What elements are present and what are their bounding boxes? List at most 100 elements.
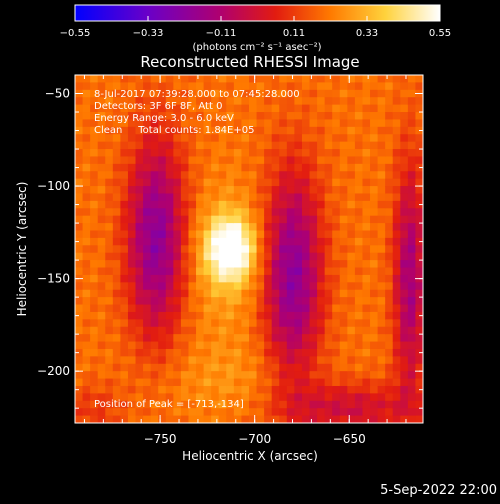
heatmap-cell bbox=[180, 156, 190, 165]
heatmap-cell bbox=[264, 141, 273, 150]
heatmap-cell bbox=[339, 408, 348, 417]
heatmap-cell bbox=[127, 415, 137, 423]
heatmap-cell bbox=[370, 385, 379, 394]
heatmap-cell bbox=[362, 408, 371, 417]
heatmap-cell bbox=[150, 104, 159, 113]
heatmap-cell bbox=[264, 237, 273, 246]
heatmap-cell bbox=[196, 252, 205, 261]
heatmap-cell bbox=[90, 297, 99, 306]
heatmap-cell bbox=[90, 230, 99, 239]
heatmap-cell bbox=[241, 134, 250, 143]
heatmap-cell bbox=[339, 326, 348, 335]
heatmap-cell bbox=[75, 385, 84, 394]
heatmap-cell bbox=[309, 237, 318, 246]
heatmap-cell bbox=[203, 341, 212, 350]
heatmap-cell bbox=[385, 186, 394, 195]
heatmap-cell bbox=[180, 186, 190, 195]
heatmap-cell bbox=[294, 267, 303, 276]
heatmap-cell bbox=[135, 178, 144, 187]
heatmap-cell bbox=[173, 408, 182, 417]
heatmap-cell bbox=[226, 289, 235, 298]
heatmap-cell bbox=[218, 104, 227, 113]
heatmap-cell bbox=[294, 75, 303, 83]
heatmap-cell bbox=[339, 223, 348, 232]
heatmap-cell bbox=[385, 112, 394, 121]
heatmap-cell bbox=[339, 334, 348, 343]
heatmap-cell bbox=[279, 97, 288, 106]
heatmap-cell bbox=[97, 97, 106, 106]
heatmap-cell bbox=[90, 326, 99, 335]
heatmap-cell bbox=[279, 252, 288, 261]
heatmap-cell bbox=[165, 415, 174, 423]
heatmap-cell bbox=[279, 82, 288, 91]
heatmap-cell bbox=[120, 260, 129, 269]
heatmap-cell bbox=[135, 415, 144, 423]
heatmap-cell bbox=[271, 126, 280, 135]
heatmap-cell bbox=[256, 393, 265, 402]
heatmap-cell bbox=[332, 415, 341, 423]
heatmap-cell bbox=[339, 104, 348, 113]
heatmap-cell bbox=[362, 178, 371, 187]
heatmap-cell bbox=[370, 171, 379, 180]
heatmap-cell bbox=[301, 252, 311, 261]
heatmap-cell bbox=[354, 75, 364, 83]
heatmap-cell bbox=[226, 75, 235, 83]
heatmap-cell bbox=[127, 378, 137, 387]
heatmap-cell bbox=[354, 252, 364, 261]
heatmap-cell bbox=[385, 371, 394, 380]
heatmap-cell bbox=[127, 171, 137, 180]
heatmap-cell bbox=[339, 378, 348, 387]
heatmap-cell bbox=[188, 126, 197, 135]
heatmap-cell bbox=[158, 400, 167, 409]
heatmap-cell bbox=[301, 311, 311, 320]
heatmap-cell bbox=[370, 82, 379, 91]
heatmap-cell bbox=[97, 112, 106, 121]
heatmap-cell bbox=[97, 215, 106, 224]
heatmap-cell bbox=[180, 334, 190, 343]
heatmap-cell bbox=[264, 149, 273, 158]
heatmap-cell bbox=[75, 378, 84, 387]
heatmap-cell bbox=[165, 267, 174, 276]
heatmap-cell bbox=[143, 178, 152, 187]
heatmap-cell bbox=[332, 171, 341, 180]
plot-frame bbox=[74, 74, 424, 424]
heatmap-cell bbox=[82, 141, 91, 150]
heatmap-cell bbox=[377, 311, 386, 320]
heatmap-cell bbox=[301, 348, 311, 357]
heatmap-cell bbox=[143, 163, 152, 172]
heatmap-cell bbox=[120, 208, 129, 217]
y-tick-label: −150 bbox=[37, 272, 70, 286]
heatmap-cell bbox=[370, 371, 379, 380]
heatmap-cell bbox=[180, 274, 190, 283]
heatmap-cell bbox=[173, 223, 182, 232]
heatmap-cell bbox=[135, 223, 144, 232]
heatmap-cell bbox=[294, 141, 303, 150]
heatmap-cell bbox=[377, 208, 386, 217]
heatmap-cell bbox=[294, 274, 303, 283]
heatmap-cell bbox=[392, 252, 401, 261]
heatmap-cell bbox=[105, 237, 114, 246]
heatmap-cell bbox=[173, 400, 182, 409]
heatmap-cell bbox=[301, 156, 311, 165]
heatmap-cell bbox=[233, 334, 243, 343]
heatmap-cell bbox=[196, 223, 205, 232]
heatmap-cell bbox=[385, 193, 394, 202]
heatmap-cell bbox=[249, 252, 258, 261]
heatmap-cell bbox=[377, 75, 386, 83]
heatmap-cell bbox=[400, 237, 409, 246]
heatmap-cell bbox=[135, 408, 144, 417]
heatmap-cell bbox=[309, 304, 318, 313]
heatmap-cell bbox=[362, 171, 371, 180]
heatmap-cell bbox=[415, 289, 423, 298]
heatmap-cell bbox=[354, 282, 364, 291]
heatmap-cell bbox=[127, 311, 137, 320]
heatmap-cell bbox=[105, 252, 114, 261]
heatmap-cell bbox=[339, 237, 348, 246]
heatmap-cell bbox=[249, 163, 258, 172]
heatmap-cell bbox=[392, 215, 401, 224]
heatmap-cell bbox=[407, 363, 417, 372]
heatmap-cell bbox=[120, 252, 129, 261]
heatmap-cell bbox=[317, 193, 326, 202]
heatmap-cell bbox=[301, 149, 311, 158]
heatmap-cell bbox=[347, 178, 356, 187]
